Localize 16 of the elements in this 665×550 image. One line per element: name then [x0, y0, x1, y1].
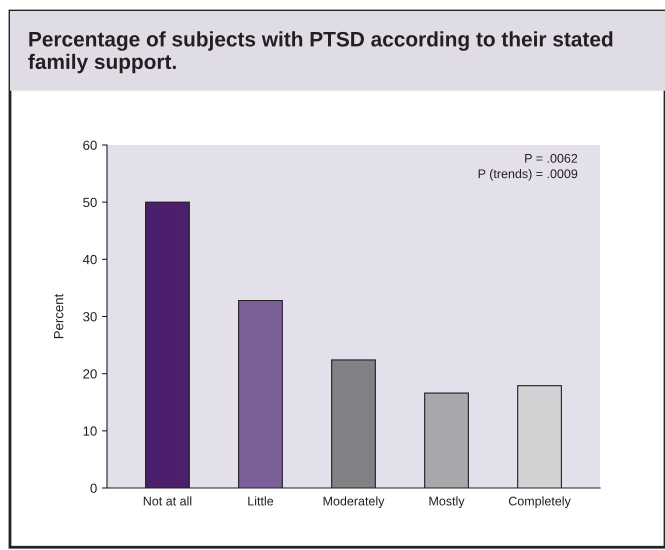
x-tick-label: Mostly [429, 496, 465, 508]
y-tick-label: 30 [83, 312, 97, 322]
x-tick-label: Moderately [324, 496, 384, 508]
y-tick-label: 40 [82, 254, 97, 264]
annotation: P = .0062 [525, 154, 578, 163]
chart-title: Percentage of subjects with PTSD according to their stated family support. [28, 31, 612, 74]
x-tick-label: Little [248, 496, 274, 506]
y-tick-label: 60 [83, 140, 97, 150]
y-tick-label: 20 [83, 369, 97, 379]
y-tick-label: 50 [83, 198, 97, 208]
annotation: P (trends) = .0009 [478, 169, 578, 181]
y-axis-title: Percent [54, 294, 64, 338]
x-tick-label: Completely [508, 496, 571, 508]
y-tick-label: 10 [84, 426, 97, 436]
x-tick-label: Not at all [144, 496, 192, 506]
y-tick-label: 0 [90, 484, 97, 493]
